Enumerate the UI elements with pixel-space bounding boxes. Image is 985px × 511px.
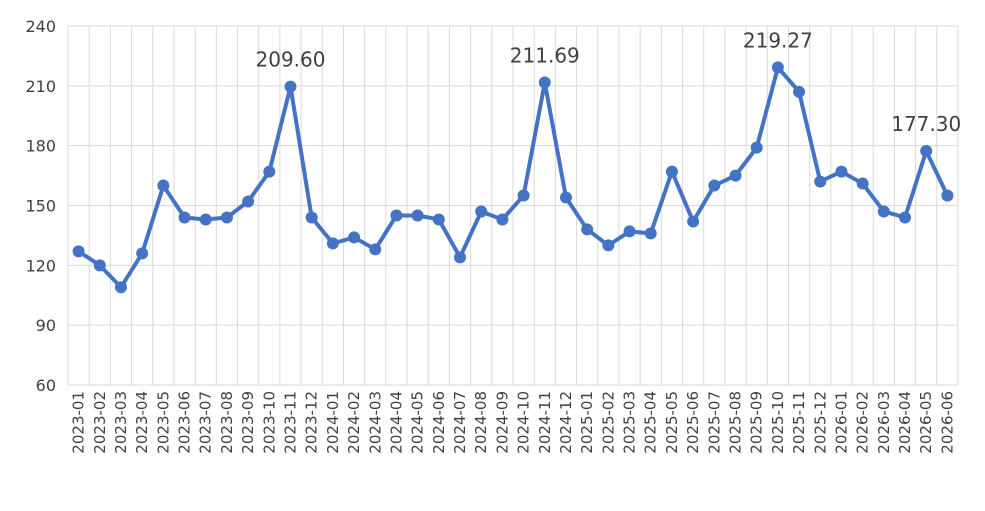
x-tick-label: 2024-11 — [536, 391, 554, 454]
y-tick-label: 210 — [25, 77, 56, 96]
point — [199, 213, 212, 226]
x-tick-label: 2023-12 — [303, 391, 321, 454]
x-tick-label: 2025-10 — [769, 391, 787, 454]
x-tick-label: 2026-06 — [938, 391, 956, 454]
point — [114, 281, 127, 294]
point — [538, 76, 551, 89]
x-tick-label: 2026-05 — [917, 391, 935, 454]
x-tick-label: 2024-09 — [493, 391, 511, 454]
x-tick-label: 2026-01 — [832, 391, 850, 454]
x-tick-label: 2025-08 — [727, 391, 745, 454]
point — [496, 213, 509, 226]
x-tick-label: 2025-06 — [684, 391, 702, 454]
x-tick-label: 2023-09 — [239, 391, 257, 454]
y-tick-label: 60 — [36, 376, 56, 395]
x-tick-label: 2024-06 — [430, 391, 448, 454]
point — [581, 223, 594, 236]
point — [920, 145, 933, 158]
x-tick-label: 2023-01 — [70, 391, 88, 454]
x-tick-label: 2024-02 — [345, 391, 363, 454]
point — [93, 259, 106, 272]
point — [708, 179, 721, 192]
point — [814, 175, 827, 188]
y-tick-label: 150 — [25, 197, 56, 216]
point — [454, 251, 467, 264]
y-tick-label: 90 — [36, 316, 56, 335]
point — [326, 237, 339, 250]
x-tick-label: 2024-01 — [324, 391, 342, 454]
point — [665, 165, 678, 178]
point — [687, 215, 700, 228]
x-tick-label: 2024-05 — [409, 391, 427, 454]
x-tick-label: 2023-07 — [197, 391, 215, 454]
x-tick-label: 2024-07 — [451, 391, 469, 454]
point — [941, 189, 954, 202]
point — [856, 177, 869, 190]
x-tick-label: 2023-05 — [154, 391, 172, 454]
x-tick-label: 2025-12 — [811, 391, 829, 454]
x-tick-label: 2024-10 — [515, 391, 533, 454]
x-tick-label: 2023-03 — [112, 391, 130, 454]
point — [559, 191, 572, 204]
x-tick-label: 2024-03 — [366, 391, 384, 454]
x-tick-label: 2024-04 — [387, 391, 405, 454]
point — [877, 205, 890, 218]
x-tick-label: 2025-07 — [705, 391, 723, 454]
data-label: 211.69 — [510, 43, 580, 67]
point — [793, 85, 806, 98]
point — [369, 243, 382, 256]
point — [157, 179, 170, 192]
x-tick-label: 2025-04 — [642, 391, 660, 454]
point — [390, 209, 403, 222]
point — [284, 80, 297, 93]
x-tick-label: 2023-08 — [218, 391, 236, 454]
data-label: 177.30 — [891, 112, 961, 136]
point — [136, 247, 149, 260]
point — [263, 165, 276, 178]
y-tick-label: 240 — [25, 17, 56, 36]
point — [771, 61, 784, 74]
point — [623, 225, 636, 238]
point — [242, 195, 255, 208]
y-tick-label: 180 — [25, 137, 56, 156]
x-tick-label: 2025-09 — [748, 391, 766, 454]
x-tick-label: 2023-11 — [282, 391, 300, 454]
point — [835, 165, 848, 178]
data-label: 209.60 — [256, 48, 326, 72]
point — [72, 245, 85, 258]
point — [220, 211, 233, 224]
x-tick-label: 2026-03 — [875, 391, 893, 454]
x-tick-label: 2025-02 — [599, 391, 617, 454]
point — [899, 211, 912, 224]
point — [729, 169, 742, 182]
point — [305, 211, 318, 224]
x-tick-label: 2025-11 — [790, 391, 808, 454]
x-tick-label: 2025-05 — [663, 391, 681, 454]
y-tick-label: 120 — [25, 256, 56, 275]
point — [750, 141, 763, 154]
point — [517, 189, 530, 202]
x-tick-label: 2026-04 — [896, 391, 914, 454]
data-label: 219.27 — [743, 28, 813, 52]
point — [602, 239, 615, 252]
x-tick-label: 2023-04 — [133, 391, 151, 454]
point — [432, 213, 445, 226]
x-tick-label: 2026-02 — [854, 391, 872, 454]
point — [644, 227, 657, 240]
x-tick-label: 2025-01 — [578, 391, 596, 454]
x-tick-label: 2023-02 — [91, 391, 109, 454]
point — [178, 211, 191, 224]
x-tick-label: 2025-03 — [621, 391, 639, 454]
point — [348, 231, 361, 244]
point — [411, 209, 424, 222]
x-tick-label: 2024-08 — [472, 391, 490, 454]
point — [475, 205, 488, 218]
x-tick-label: 2023-06 — [176, 391, 194, 454]
x-tick-label: 2024-12 — [557, 391, 575, 454]
x-tick-label: 2023-10 — [260, 391, 278, 454]
